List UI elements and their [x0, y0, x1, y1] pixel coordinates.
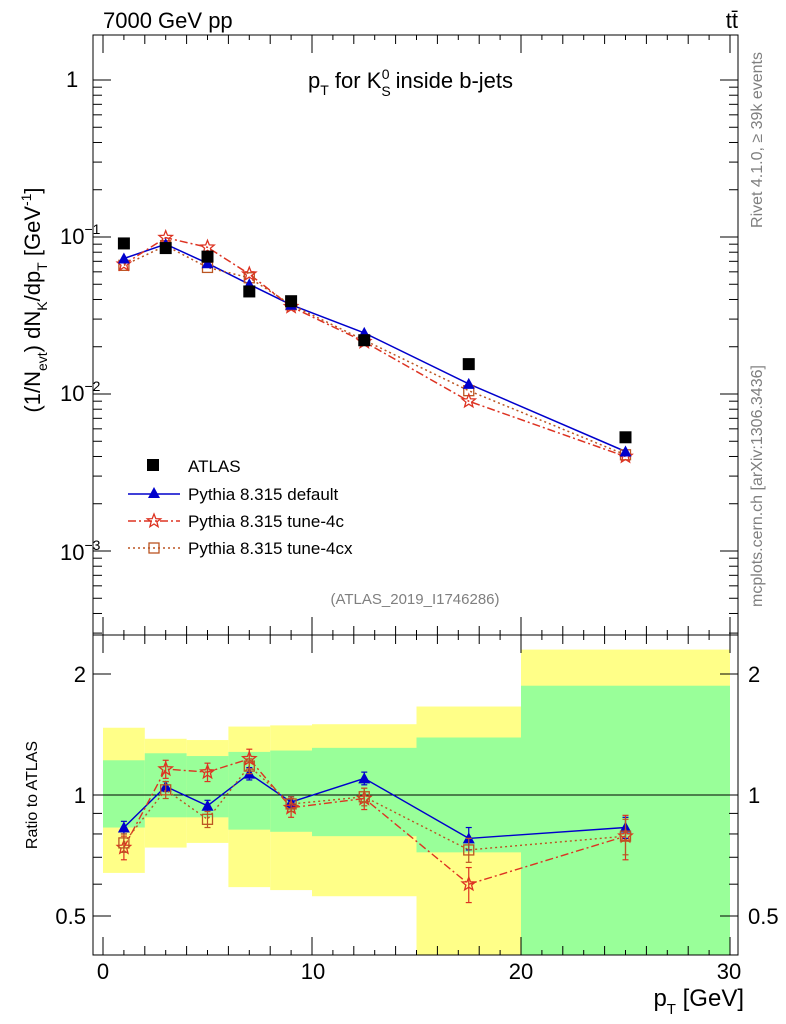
- main-point-tune4c: [199, 238, 216, 255]
- ratio-ylabel: Ratio to ATLAS: [24, 741, 41, 849]
- ratio-point-tune4c: [460, 875, 478, 892]
- legend-tune4c-marker: [145, 512, 163, 529]
- ratio-point-tune4c: [199, 763, 216, 780]
- ytick-label-1e-3: 10−3: [60, 537, 101, 565]
- ratio-point-tune4cx: [201, 813, 214, 825]
- main-line-default: [123, 243, 626, 453]
- ratio-ytick-right-0.5: 0.5: [748, 904, 779, 929]
- rivet-version-label: Rivet 4.1.0, ≥ 39k events: [749, 52, 766, 228]
- energy-label: 7000 GeV pp: [103, 8, 233, 33]
- legend-default-label: Pythia 8.315 default: [188, 485, 339, 504]
- legend: ATLAS Pythia 8.315 default Pythia 8.315 …: [128, 457, 353, 558]
- legend-atlas-label: ATLAS: [188, 457, 241, 476]
- ratio-ytick-right-1: 1: [748, 783, 760, 808]
- ratio-point-tune4c: [157, 760, 175, 777]
- xtick-label-20: 20: [509, 959, 533, 984]
- ytick-label-1e-2: 10−2: [60, 378, 101, 406]
- ratio-ytick-left-1: 1: [74, 783, 86, 808]
- xtick-label-30: 30: [717, 959, 741, 984]
- main-line-tune4cx: [123, 244, 626, 456]
- ratio-line-tune4cx: [123, 765, 626, 851]
- main-point-atlas: [201, 250, 214, 263]
- ratio-bands: [103, 649, 730, 955]
- ratio-point-default: [358, 772, 371, 784]
- main-ylabel: (1/Nevt) dNK/dpT [GeV-1]: [18, 187, 50, 412]
- legend-tune4cx-label: Pythia 8.315 tune-4cx: [188, 539, 353, 558]
- main-point-atlas: [285, 295, 298, 308]
- xaxis-label: pT [GeV]: [653, 985, 744, 1018]
- ratio-point-tune4cx: [619, 830, 632, 842]
- ratio-line-default: [123, 772, 626, 840]
- ratio-panel: Ratio to ATLAS 0.5 1 2 0.5 1 2: [24, 634, 779, 956]
- ratio-ytick-left-0.5: 0.5: [55, 904, 86, 929]
- ratio-point-tune4cx: [243, 760, 255, 772]
- main-point-atlas: [619, 431, 632, 444]
- ratio-ytick-right-2: 2: [748, 662, 760, 687]
- main-point-tune4c: [617, 447, 634, 464]
- legend-tune4cx-marker: [148, 542, 160, 554]
- ratio-ticks: [93, 635, 738, 956]
- ratio-point-tune4cx: [463, 844, 475, 856]
- ratio-point-tune4cx: [285, 798, 297, 810]
- ratio-point-default: [201, 799, 214, 811]
- main-point-default: [201, 257, 214, 269]
- main-point-tune4c: [460, 392, 478, 409]
- main-point-atlas: [243, 285, 256, 298]
- main-point-tune4c: [240, 265, 258, 282]
- plot-title: pT for KS0 inside b-jets: [308, 66, 513, 99]
- main-point-atlas: [358, 334, 371, 347]
- legend-atlas-marker: [147, 459, 159, 471]
- main-series-group: [115, 228, 634, 464]
- mcplots-label: mcplots.cern.ch [arXiv:1306.3436]: [749, 365, 766, 607]
- ratio-band-inner: [270, 750, 312, 832]
- ratio-point-tune4cx: [118, 837, 130, 849]
- legend-tune4c-label: Pythia 8.315 tune-4c: [188, 512, 344, 531]
- ratio-series-group: [115, 748, 634, 904]
- legend-default-marker: [148, 487, 160, 498]
- ratio-point-tune4cx: [358, 791, 370, 803]
- analysis-id-label: (ATLAS_2019_I1746286): [330, 591, 499, 608]
- ratio-band-inner: [103, 760, 145, 828]
- ratio-point-default: [117, 821, 130, 833]
- xtick-label-0: 0: [97, 959, 109, 984]
- ratio-point-tune4cx: [160, 784, 172, 796]
- xtick-label-10: 10: [301, 959, 325, 984]
- main-point-default: [117, 252, 130, 264]
- main-point-default: [462, 377, 475, 389]
- main-ticks: [93, 35, 738, 635]
- main-panel: pT for KS0 inside b-jets (1/Nevt) dNK/dp…: [18, 34, 739, 636]
- ytick-label-1: 1: [66, 67, 78, 92]
- main-point-atlas: [117, 237, 130, 250]
- process-label: tt̄: [726, 8, 738, 33]
- main-point-default: [619, 445, 632, 457]
- ratio-ytick-left-2: 2: [74, 662, 86, 687]
- main-point-atlas: [159, 242, 172, 255]
- ytick-label-1e-1: 10−1: [60, 221, 101, 249]
- main-point-atlas: [462, 358, 475, 371]
